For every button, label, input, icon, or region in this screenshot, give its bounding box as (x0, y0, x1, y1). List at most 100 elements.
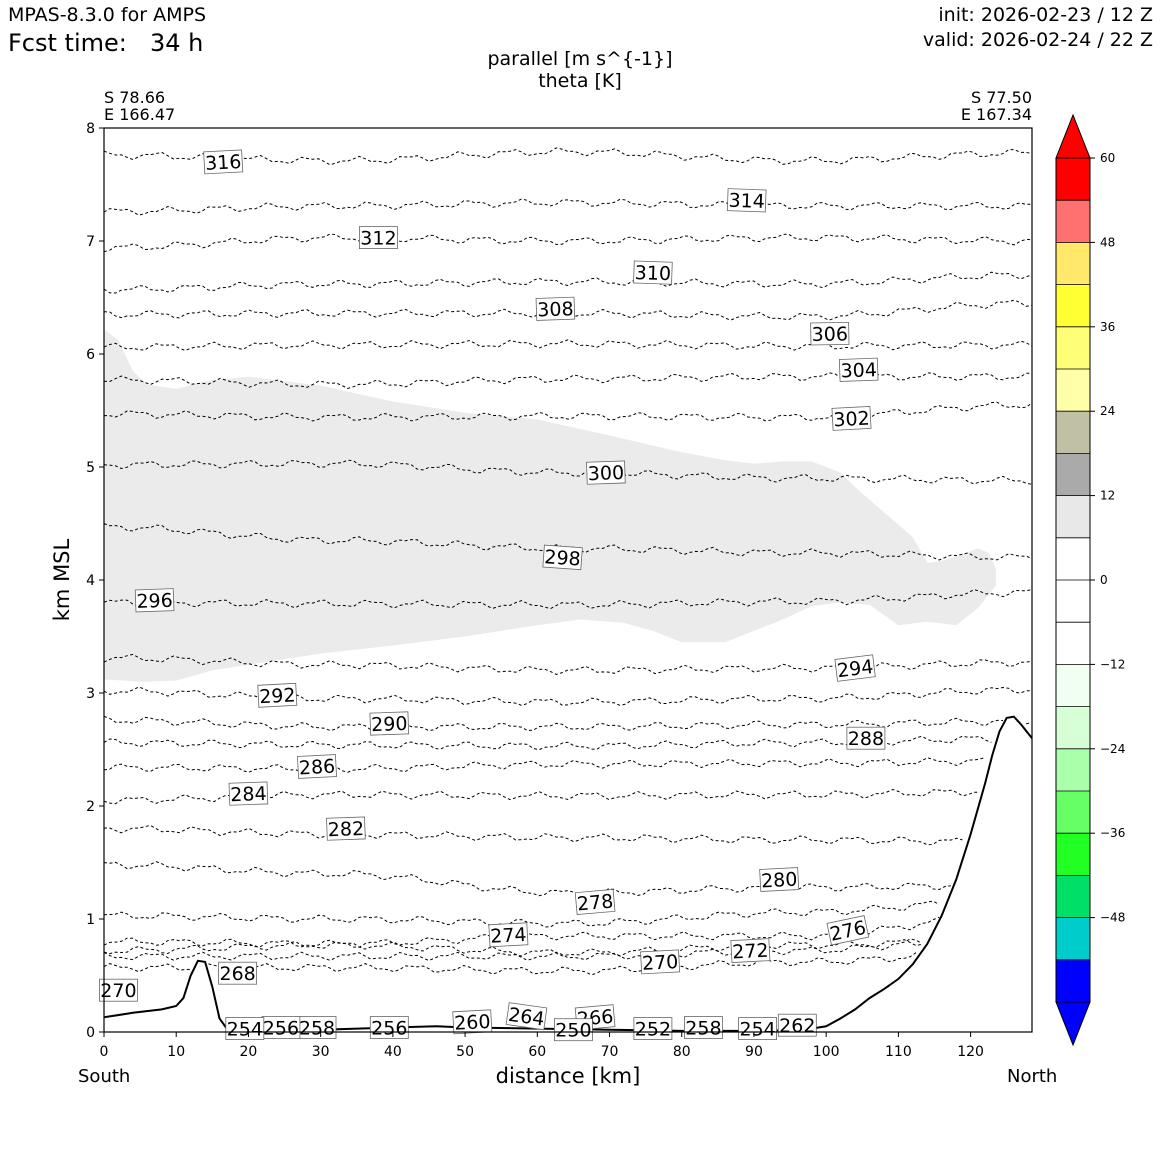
colorbar-bin (1056, 326, 1090, 370)
colorbar-tick-label: 60 (1100, 151, 1115, 165)
theta-label-270: 270 (641, 951, 678, 975)
theta-label-box (554, 1018, 593, 1042)
theta-label-group: 254 (225, 1017, 265, 1041)
theta-label-290: 290 (371, 713, 408, 736)
theta-label-306: 306 (811, 323, 848, 346)
theta-label-254: 254 (739, 1019, 775, 1041)
colorbar-bin (1056, 875, 1090, 918)
x-tick-label: 50 (456, 1044, 474, 1060)
north-endpoint-lat: S 77.50 (970, 88, 1032, 107)
colorbar-bin (1056, 537, 1090, 581)
theta-label-box (826, 915, 870, 946)
theta-label-286: 286 (298, 756, 335, 780)
theta-label-256: 256 (263, 1018, 299, 1040)
theta-label-box (684, 1016, 723, 1039)
theta-contour-276 (104, 916, 940, 948)
theta-label-258: 258 (685, 1018, 721, 1040)
y-tick-label: 8 (86, 121, 95, 137)
theta-label-box (452, 1009, 493, 1035)
theta-label-group: 252 (633, 1017, 673, 1041)
x-tick-label: 80 (673, 1044, 691, 1060)
theta-contour-312 (104, 233, 1032, 253)
theta-label-group: 286 (297, 754, 337, 780)
theta-label-box (586, 460, 626, 485)
colorbar-bin (1056, 622, 1090, 665)
theta-label-box (640, 949, 681, 975)
forecast-time-value: 34 h (150, 29, 204, 57)
theta-label-box (726, 188, 767, 213)
colorbar-bin (1056, 369, 1090, 412)
theta-label-group: 304 (838, 357, 879, 382)
theta-contour-278 (104, 900, 940, 928)
x-tick-label: 20 (240, 1044, 258, 1060)
theta-label-box (834, 654, 876, 682)
x-axis-label: distance [km] (495, 1064, 641, 1088)
theta-label-260: 260 (454, 1011, 491, 1035)
theta-label-252: 252 (635, 1019, 671, 1041)
theta-label-254: 254 (227, 1019, 263, 1041)
theta-label-group: 310 (633, 260, 673, 285)
theta-label-group: 262 (777, 1013, 817, 1037)
theta-label-box (777, 1013, 817, 1037)
colorbar-bin (1056, 959, 1090, 1003)
colorbar-bin (1056, 706, 1090, 750)
theta-label-302: 302 (833, 407, 870, 431)
colorbar-bin (1056, 833, 1090, 876)
theta-label-group: 294 (834, 654, 876, 682)
theta-label-group: 282 (326, 816, 366, 841)
theta-label-274: 274 (490, 924, 527, 948)
theta-label-box (297, 754, 337, 779)
theta-label-256: 256 (371, 1018, 407, 1040)
theta-label-group: 272 (730, 938, 771, 964)
south-endpoint-lon: E 166.47 (104, 105, 176, 124)
theta-contour-290 (104, 715, 1032, 732)
theta-label-group: 298 (542, 544, 583, 571)
theta-label-280: 280 (761, 869, 798, 893)
theta-label-box (633, 1017, 673, 1040)
theta-label-box (257, 682, 298, 708)
theta-label-308: 308 (537, 298, 574, 321)
init-time: init: 2026-02-23 / 12 Z (938, 4, 1153, 26)
theta-label-264: 264 (507, 1004, 546, 1031)
wind-shading-layer (104, 329, 996, 682)
theta-label-group: 276 (826, 915, 870, 946)
theta-label-284: 284 (230, 783, 267, 806)
y-tick-label: 1 (86, 912, 95, 928)
theta-label-box (810, 321, 850, 346)
y-axis-label: km MSL (50, 538, 74, 622)
theta-contour-286 (104, 756, 986, 773)
theta-label-box (838, 357, 879, 382)
theta-contour-294 (104, 653, 1032, 676)
theta-label-group: 288 (846, 726, 886, 750)
theta-label-group: 270 (99, 978, 138, 1002)
colorbar-bin (1056, 495, 1090, 539)
theta-contour-314 (104, 198, 1032, 216)
south-endpoint-lat: S 78.66 (104, 88, 166, 107)
x-tick-label: 0 (100, 1044, 109, 1060)
theta-label-box (134, 588, 175, 613)
theta-label-314: 314 (728, 190, 765, 213)
x-tick-label: 70 (601, 1044, 619, 1060)
colorbar-bin (1056, 748, 1090, 792)
theta-label-316: 316 (205, 151, 242, 175)
theta-label-group: 270 (640, 949, 681, 975)
x-tick-label: 120 (957, 1044, 984, 1060)
x-tick-label: 100 (813, 1044, 840, 1060)
wind-shaded-area (104, 329, 996, 682)
theta-contour-274 (104, 939, 922, 957)
theta-label-box (218, 961, 258, 985)
theta-label-group: 278 (574, 888, 616, 916)
x-tick-label: 60 (528, 1044, 546, 1060)
theta-label-group: 290 (369, 711, 410, 736)
colorbar-bin (1056, 242, 1090, 285)
theta-label-268: 268 (219, 963, 255, 985)
theta-label-box (633, 260, 673, 285)
x-tick-label: 40 (384, 1044, 402, 1060)
theta-label-group: 280 (759, 867, 800, 893)
theta-label-292: 292 (259, 684, 296, 708)
theta-label-box (831, 406, 872, 431)
theta-label-box (228, 781, 269, 806)
theta-label-group: 258 (297, 1016, 337, 1040)
theta-label-group: 256 (261, 1016, 301, 1040)
theta-label-group: 316 (203, 149, 244, 175)
